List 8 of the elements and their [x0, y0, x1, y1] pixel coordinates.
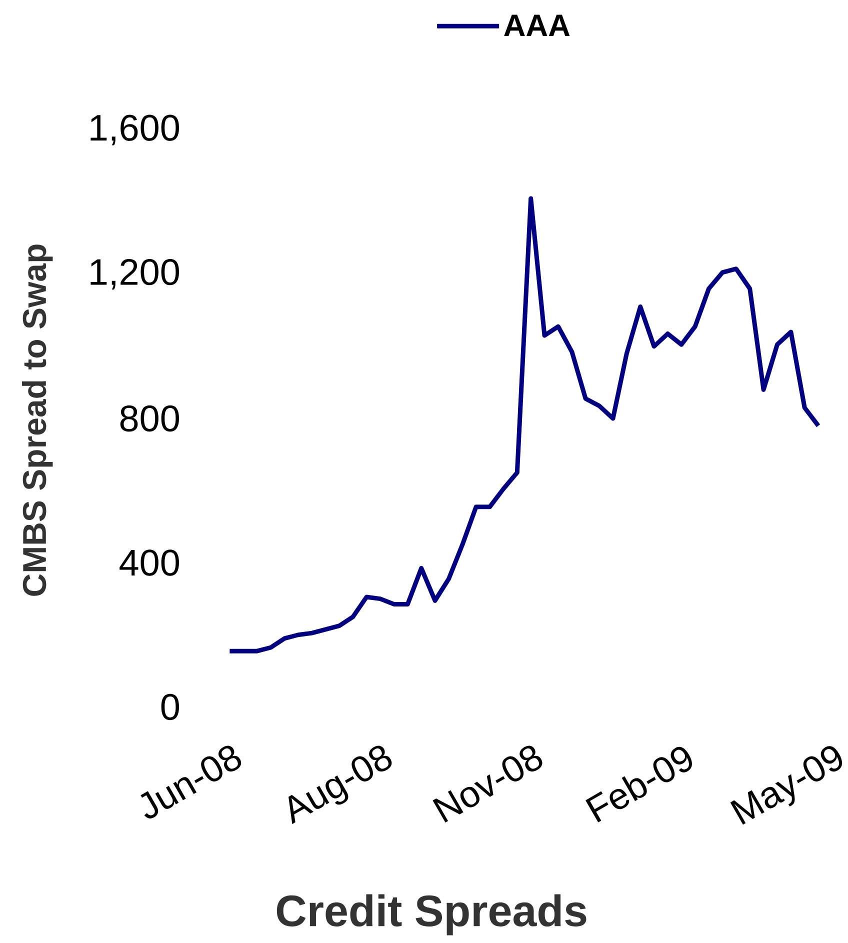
y-tick-label: 1,200: [90, 258, 180, 290]
y-axis-title: CMBS Spread to Swap: [22, 244, 53, 596]
y-tick-label: 1,600: [90, 114, 180, 146]
y-tick-label: 0: [161, 694, 180, 720]
legend-label: AAA: [504, 14, 570, 36]
x-axis-title: Credit Spreads: [276, 894, 586, 936]
y-tick-label: 400: [120, 550, 180, 576]
y-tick-label: 800: [120, 405, 180, 432]
